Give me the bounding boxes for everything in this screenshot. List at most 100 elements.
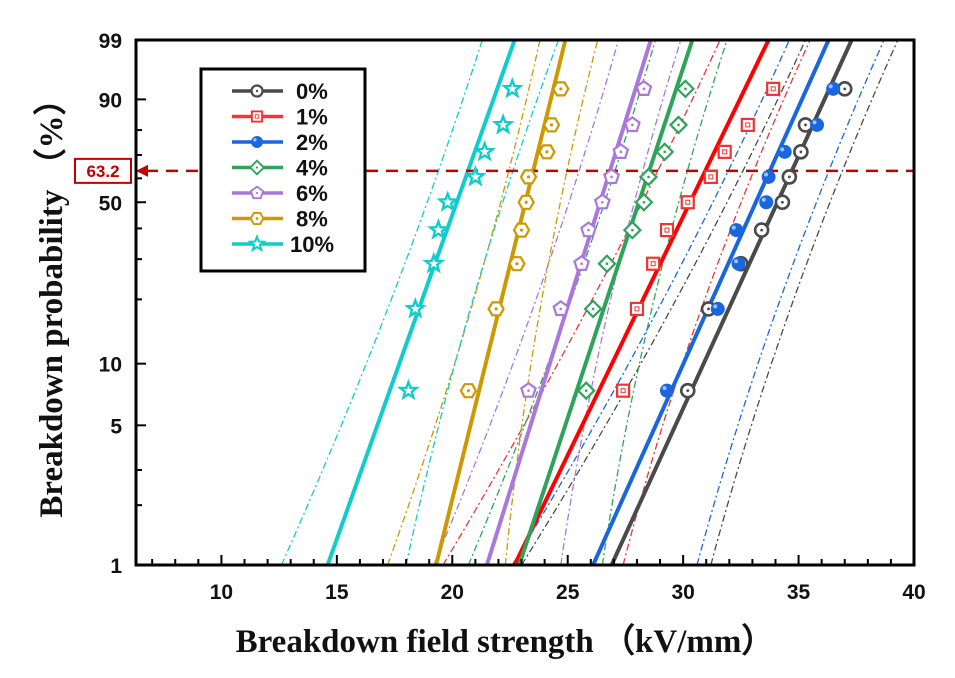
data-point-6pct xyxy=(603,168,620,185)
marker-dot xyxy=(255,191,259,195)
star-marker-icon xyxy=(491,112,515,135)
data-point-2pct xyxy=(759,195,774,210)
data-point-4pct xyxy=(622,220,642,240)
legend-label: 2% xyxy=(296,130,328,155)
x-tick-label: 15 xyxy=(325,581,349,604)
data-point-6pct xyxy=(623,116,641,133)
marker-dot xyxy=(619,150,623,154)
legend-entry-4pct: 4% xyxy=(232,156,328,181)
marker-dot xyxy=(580,262,583,266)
reference-label: 63.2 xyxy=(86,162,119,181)
data-point-8pct xyxy=(508,256,526,272)
data-point-8pct xyxy=(538,144,556,160)
star-marker-icon xyxy=(464,165,487,187)
legend-marker xyxy=(250,84,264,98)
data-point-2pct xyxy=(659,383,674,398)
confidence-bound-6pct xyxy=(433,40,620,565)
legend-marker xyxy=(250,110,264,123)
marker-dot xyxy=(631,123,634,127)
marker-dot xyxy=(494,307,498,311)
marker-dot xyxy=(254,114,260,119)
square-marker-icon xyxy=(766,81,781,96)
data-point-8pct xyxy=(517,194,535,210)
data-point-4pct xyxy=(634,192,654,212)
marker-dot xyxy=(526,175,531,179)
data-point-4pct xyxy=(597,254,617,274)
x-tick-label: 35 xyxy=(787,581,811,604)
confidence-bound-0pct xyxy=(520,40,807,565)
sphere-marker-icon xyxy=(731,256,746,271)
data-point-2pct xyxy=(761,169,776,184)
legend-marker-icon xyxy=(251,136,263,148)
marker-highlight xyxy=(713,304,718,309)
square-marker-icon xyxy=(616,383,631,398)
confidence-bound-10pct xyxy=(405,40,560,565)
legend-label: 8% xyxy=(296,207,328,232)
plot-frame xyxy=(134,38,916,567)
marker-dot xyxy=(515,262,519,266)
sphere-marker-icon xyxy=(761,169,776,184)
marker-dot xyxy=(634,306,640,312)
marker-dot xyxy=(686,389,690,393)
legend-entry-2pct: 2% xyxy=(232,130,328,155)
legend-marker xyxy=(249,185,265,200)
data-point-6pct xyxy=(635,80,653,97)
marker-dot xyxy=(524,200,528,204)
marker-dot xyxy=(527,389,530,392)
data-point-2pct xyxy=(731,256,746,271)
sphere-marker-icon xyxy=(729,223,744,238)
sphere-marker-icon xyxy=(826,81,841,96)
sphere-marker-icon xyxy=(777,144,792,159)
fit-line-6pct xyxy=(484,40,653,565)
data-point-10pct xyxy=(473,140,496,162)
legend-marker-icon xyxy=(247,233,267,253)
data-point-2pct xyxy=(777,144,792,159)
legend-entry-1pct: 1% xyxy=(232,105,328,130)
marker-dot xyxy=(664,227,670,233)
x-tick-label: 30 xyxy=(671,581,694,604)
marker-highlight xyxy=(764,172,769,177)
data-point-10pct xyxy=(404,297,427,319)
data-point-0pct xyxy=(753,222,770,238)
marker-dot xyxy=(601,200,604,204)
fit-line-10pct xyxy=(325,40,517,565)
data-point-4pct xyxy=(583,299,603,319)
data-point-1pct xyxy=(629,301,645,316)
y-tick-label: 50 xyxy=(99,192,122,215)
square-marker-icon xyxy=(250,110,264,123)
marker-highlight xyxy=(734,259,739,264)
confidence-bound-0pct xyxy=(710,40,899,565)
square-marker-icon xyxy=(629,301,645,316)
marker-dot xyxy=(584,389,588,392)
legend-entry-0pct: 0% xyxy=(232,79,328,104)
legend-marker xyxy=(248,159,266,176)
legend-label: 10% xyxy=(290,232,334,257)
square-marker-icon xyxy=(646,256,661,271)
marker-dot xyxy=(642,200,646,204)
marker-dot xyxy=(663,150,666,154)
marker-dot xyxy=(685,199,691,205)
marker-dot xyxy=(587,228,590,232)
star-marker-icon xyxy=(397,378,420,401)
legend-label: 1% xyxy=(296,105,328,130)
legend-marker-icon xyxy=(250,110,264,123)
legend-marker-icon xyxy=(250,84,264,98)
y-axis-title: Breakdown probability （%） xyxy=(33,82,70,517)
data-point-4pct xyxy=(655,142,675,162)
marker-dot xyxy=(466,389,471,393)
data-point-1pct xyxy=(616,383,631,398)
square-marker-icon xyxy=(740,117,755,133)
data-point-4pct xyxy=(675,79,696,99)
reference-arrow-icon xyxy=(136,164,148,177)
y-tick-label: 90 xyxy=(99,89,122,112)
data-point-1pct xyxy=(659,222,675,238)
legend-label: 4% xyxy=(296,156,328,181)
marker-dot xyxy=(708,174,714,180)
data-point-4pct xyxy=(638,167,659,187)
marker-dot xyxy=(620,388,626,394)
fit-line-4pct xyxy=(517,40,695,565)
marker-dot xyxy=(684,87,687,91)
x-axis: 10 15 20 25 30 35 40 xyxy=(151,555,926,604)
data-point-0pct xyxy=(679,382,696,399)
